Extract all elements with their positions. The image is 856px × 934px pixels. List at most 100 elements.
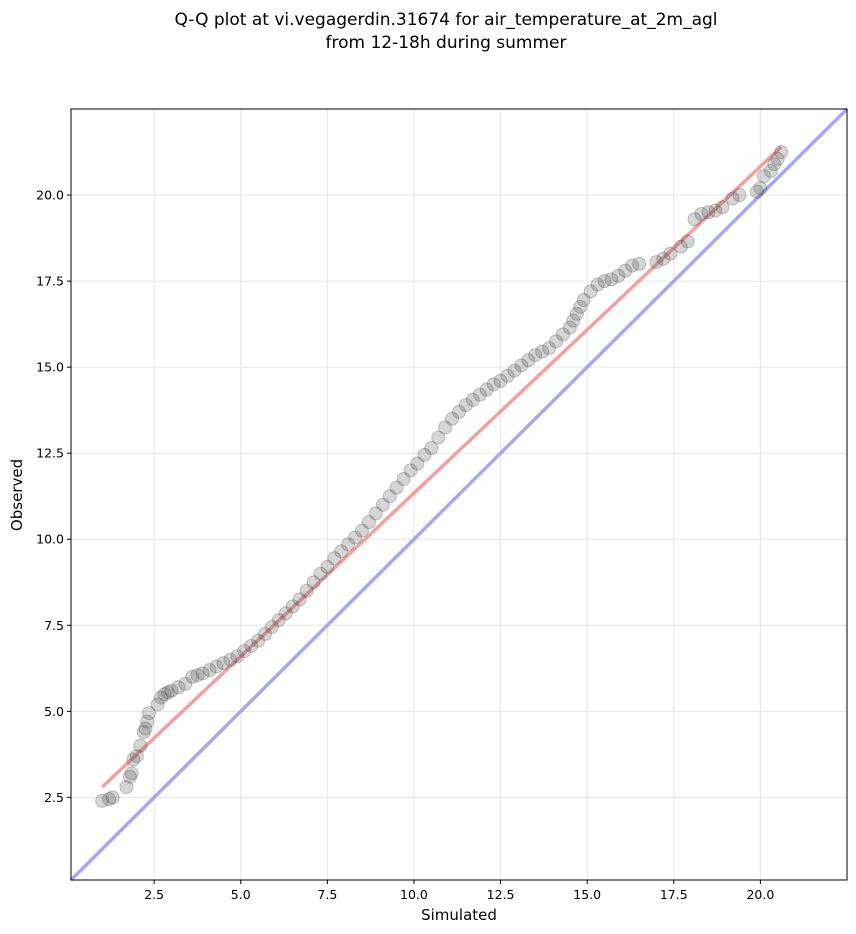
quantile-point [500, 368, 515, 383]
quantile-point [562, 320, 577, 335]
quantile-point [424, 441, 439, 456]
quantile-point [542, 341, 557, 356]
quantile-point [133, 738, 148, 753]
quantile-point [202, 663, 217, 678]
quantile-point [493, 373, 508, 388]
quantile-point [306, 575, 321, 590]
quantile-point [431, 430, 446, 445]
y-tick-label-2: 7.5 [44, 618, 64, 633]
fit-line [100, 145, 783, 789]
quantile-point [438, 420, 453, 435]
quantile-point [625, 258, 640, 273]
x-tick-label-1: 5.0 [231, 887, 251, 902]
quantile-point [251, 633, 266, 648]
quantile-point [649, 255, 664, 270]
quantile-point [549, 334, 563, 349]
y-tick-label-3: 10.0 [36, 532, 64, 547]
quantile-point [382, 489, 397, 504]
quantile-point [632, 256, 647, 271]
x-tick-label-2: 7.5 [317, 887, 337, 902]
quantile-point [566, 313, 581, 328]
quantile-point [569, 306, 584, 321]
quantile-point [368, 506, 383, 521]
quantile-point [389, 480, 404, 495]
quantile-point [102, 792, 117, 807]
quantile-point [140, 714, 155, 729]
quantile-point [185, 669, 200, 684]
quantile-point [479, 382, 494, 397]
quantile-point [756, 169, 771, 184]
quantile-point [656, 251, 671, 266]
quantile-point [361, 515, 376, 530]
quantile-point [327, 551, 342, 566]
quantile-point [190, 668, 205, 683]
x-axis-label: Simulated [421, 906, 497, 924]
quantile-point [555, 327, 570, 342]
quantile-point [164, 683, 179, 698]
quantile-point [126, 752, 141, 767]
fit-line-path [100, 145, 783, 789]
quantile-point [514, 358, 529, 373]
quantile-point [573, 299, 588, 314]
y-tick-label-5: 15.0 [36, 360, 64, 375]
quantile-point [119, 780, 134, 795]
quantile-point [230, 649, 245, 664]
quantile-point [161, 685, 175, 700]
quantile-point [348, 530, 363, 545]
quantile-point [258, 626, 272, 641]
quantile-point [507, 363, 522, 378]
quantile-point [124, 766, 139, 781]
quantile-point [694, 206, 709, 221]
y-tick-label-0: 2.5 [44, 790, 64, 805]
x-tick-label-7: 20.0 [746, 887, 774, 902]
quantile-point [611, 268, 626, 283]
quantile-point [171, 680, 186, 695]
identity-line-path [69, 107, 849, 882]
y-tick-label-1: 5.0 [44, 704, 64, 719]
quantile-point [486, 377, 501, 392]
plot-area [70, 108, 848, 881]
quantile-point [138, 721, 153, 736]
quantile-point [223, 652, 238, 667]
quantile-point [680, 234, 695, 249]
quantile-point [767, 157, 782, 172]
y-tick-label-4: 12.5 [36, 446, 64, 461]
quantile-point [237, 644, 252, 659]
quantile-point [521, 353, 536, 368]
quantile-points [95, 145, 789, 808]
quantile-point [458, 398, 473, 413]
y-axis-label: Observed [8, 459, 26, 531]
quantile-point [271, 613, 286, 628]
quantile-point [590, 277, 605, 292]
quantile-point [154, 690, 169, 705]
quantile-point [583, 284, 598, 299]
x-axis-ticks: 2.5 5.0 7.5 10.0 12.5 15.0 17.5 20.0 [144, 880, 774, 902]
x-tick-label-0: 2.5 [144, 887, 164, 902]
quantile-point [178, 676, 193, 691]
quantile-point [216, 656, 231, 671]
grid [71, 109, 847, 880]
quantile-point [528, 348, 543, 363]
quantile-point [129, 749, 144, 764]
quantile-point [774, 145, 789, 160]
x-tick-label-6: 17.5 [660, 887, 688, 902]
y-axis-ticks: 2.5 5.0 7.5 10.0 12.5 15.0 17.5 20.0 [36, 188, 71, 805]
chart-subtitle: from 12-18h during summer [326, 33, 567, 53]
quantile-point [403, 463, 418, 478]
quantile-point [673, 239, 688, 254]
quantile-point [355, 523, 369, 538]
quantile-point [465, 392, 480, 407]
quantile-point [417, 447, 432, 462]
quantile-point [708, 203, 723, 218]
quantile-point [264, 620, 279, 635]
x-tick-label-5: 15.0 [573, 887, 601, 902]
quantile-point [150, 697, 165, 712]
quantile-point [341, 537, 356, 552]
quantile-point [663, 246, 678, 261]
quantile-point [141, 706, 156, 721]
quantile-point [732, 188, 747, 203]
quantile-point [292, 592, 307, 607]
quantile-point [410, 456, 425, 471]
x-tick-label-4: 12.5 [487, 887, 515, 902]
